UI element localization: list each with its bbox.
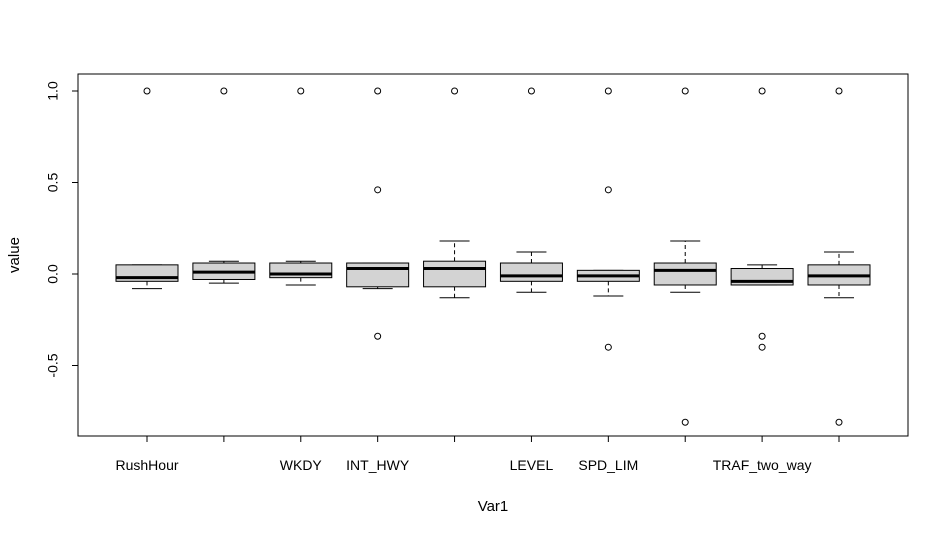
box-group (576, 87, 640, 351)
y-tick-label: 1.0 (45, 81, 61, 101)
box-group (346, 87, 410, 340)
x-tick-label: SPD_LIM (578, 457, 638, 473)
outlier-point (681, 87, 689, 95)
outlier-point (374, 332, 382, 340)
plot-frame (77, 73, 909, 437)
outlier-point (758, 87, 766, 95)
y-tick-label: -0.5 (45, 353, 61, 377)
outlier-point (451, 87, 459, 95)
outlier-point (374, 186, 382, 194)
box-group (653, 87, 717, 426)
box-group (192, 87, 256, 284)
outlier-point (835, 87, 843, 95)
outlier-point (297, 87, 305, 95)
x-axis: RushHour WKDY INT_HWY LEVEL SPD_LIM TRAF_two_… (115, 435, 840, 473)
outlier-point (835, 418, 843, 426)
x-tick-label: WKDY (280, 457, 323, 473)
box-group (499, 87, 563, 293)
boxes-layer (115, 87, 871, 426)
outlier-point (143, 87, 151, 95)
outlier-point (220, 87, 228, 95)
iqr-box (499, 262, 563, 282)
box-group (423, 87, 487, 299)
outlier-point (758, 332, 766, 340)
y-tick-label: 0.0 (45, 264, 61, 284)
outlier-point (604, 87, 612, 95)
x-axis-title: Var1 (478, 498, 509, 515)
y-tick-label: 0.5 (45, 173, 61, 193)
outlier-point (604, 186, 612, 194)
outlier-point (527, 87, 535, 95)
x-tick-label: RushHour (115, 457, 178, 473)
outlier-point (604, 343, 612, 351)
outlier-point (374, 87, 382, 95)
box-group (115, 87, 179, 290)
iqr-box (653, 262, 717, 286)
outlier-point (758, 343, 766, 351)
outlier-point (681, 418, 689, 426)
x-tick-label: LEVEL (510, 457, 554, 473)
iqr-box (423, 260, 487, 288)
iqr-box (346, 262, 410, 288)
box-group (807, 87, 871, 426)
x-tick-label: TRAF_two_way (713, 457, 812, 473)
box-group (730, 87, 794, 351)
box-group (269, 87, 333, 286)
y-axis-title: value (6, 237, 23, 273)
x-tick-label: INT_HWY (346, 457, 410, 473)
y-axis: 1.0 0.5 0.0 -0.5 (45, 81, 79, 378)
